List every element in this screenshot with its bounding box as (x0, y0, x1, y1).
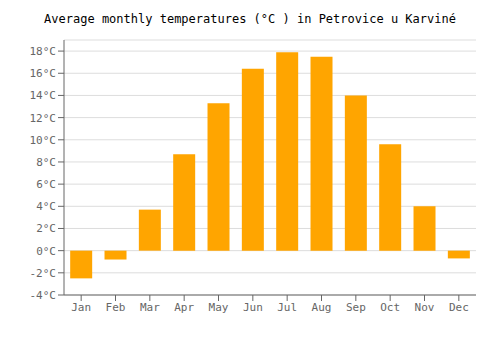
svg-text:18°C: 18°C (30, 45, 57, 58)
svg-text:Apr: Apr (174, 301, 194, 314)
svg-text:May: May (209, 301, 229, 314)
svg-text:8°C: 8°C (36, 156, 56, 169)
svg-text:0°C: 0°C (36, 245, 56, 258)
svg-text:14°C: 14°C (30, 89, 57, 102)
svg-text:12°C: 12°C (30, 112, 57, 125)
svg-text:Jan: Jan (71, 301, 91, 314)
svg-text:-2°C: -2°C (30, 267, 57, 280)
svg-text:4°C: 4°C (36, 200, 56, 213)
svg-text:Oct: Oct (380, 301, 400, 314)
svg-text:Jun: Jun (243, 301, 263, 314)
svg-text:Aug: Aug (312, 301, 332, 314)
svg-text:Sep: Sep (346, 301, 366, 314)
svg-text:2°C: 2°C (36, 222, 56, 235)
svg-text:16°C: 16°C (30, 67, 57, 80)
svg-text:Nov: Nov (415, 301, 435, 314)
svg-text:10°C: 10°C (30, 134, 57, 147)
svg-text:Feb: Feb (106, 301, 126, 314)
html-text:Average monthly temperatures (: Average monthly temperatures (°C ) in Pe… (44, 12, 456, 26)
svg-text:Dec: Dec (449, 301, 469, 314)
svg-text:Mar: Mar (140, 301, 160, 314)
svg-text:Jul: Jul (277, 301, 297, 314)
svg-text:-4°C: -4°C (30, 289, 57, 302)
svg-text:6°C: 6°C (36, 178, 56, 191)
